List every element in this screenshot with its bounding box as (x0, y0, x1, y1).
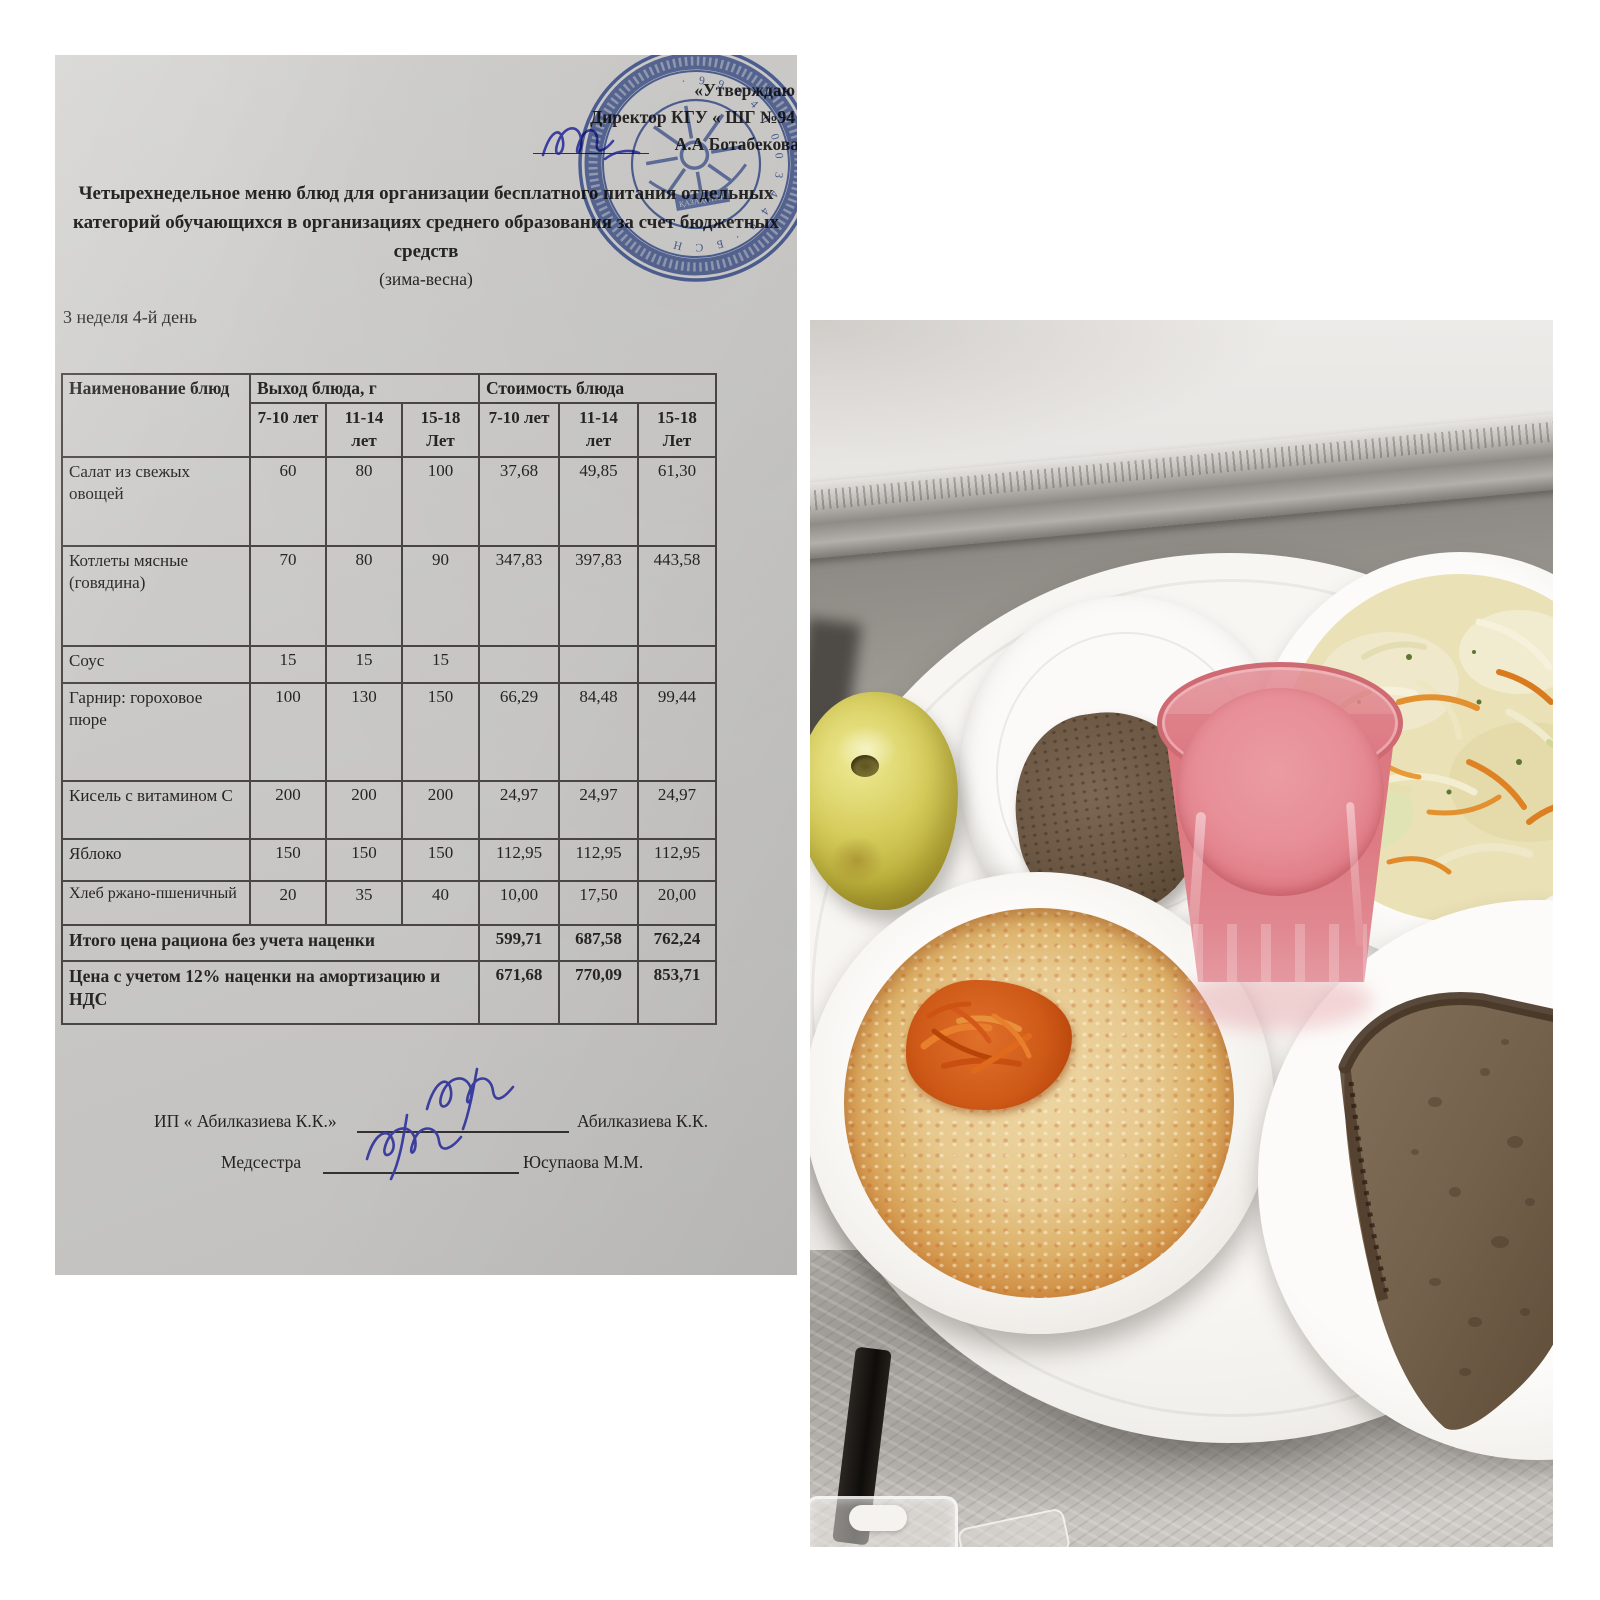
price-value: 112,95 (478, 837, 561, 882)
dish-name: Соус (61, 644, 251, 684)
weight-value: 200 (249, 779, 327, 840)
official-stamp: · 9 9 0 4 0 0 0 3 4 4 9 · Б С Н ҚАЗАҚСТА… (578, 55, 797, 282)
weight-value: 15 (249, 644, 327, 684)
markup-value: 853,71 (637, 959, 718, 1025)
kissel-surface (1176, 688, 1384, 896)
price-value: 10,00 (478, 879, 561, 926)
menu-table: Наименование блюд Выход блюда, г Стоимос… (60, 373, 718, 1025)
week-day-label: 3 неделя 4-й день (63, 307, 197, 327)
age-header: 11-14 лет (325, 402, 403, 458)
dish-name: Котлеты мясные (говядина) (61, 544, 251, 647)
weight-value: 150 (249, 837, 327, 882)
signer-name: Абилказиева К.К. (577, 1111, 709, 1131)
total-value: 687,58 (558, 923, 640, 962)
dish-name: Салат из свежых овощей (61, 455, 251, 547)
weight-value: 100 (249, 681, 327, 782)
price-value: 24,97 (637, 779, 718, 840)
weight-value: 130 (325, 681, 403, 782)
apple (810, 692, 958, 910)
price-value: 24,97 (478, 779, 561, 840)
price-value: 66,29 (478, 681, 561, 782)
weight-value: 80 (325, 544, 403, 647)
weight-value: 80 (325, 455, 403, 547)
age-header: 15-18 Лет (400, 402, 481, 458)
weight-value: 90 (400, 544, 481, 647)
price-value: 49,85 (558, 455, 640, 547)
price-value (558, 644, 640, 684)
price-value: 84,48 (558, 681, 640, 782)
kissel-glass (1157, 662, 1403, 984)
season-label: (зима-весна) (379, 269, 473, 289)
title-line-3: средств (393, 241, 459, 262)
weight-value: 15 (325, 644, 403, 684)
menu-document: «Утверждаю Директор КГУ « ШГ №94 А.А Бот… (55, 55, 797, 1275)
col-header-cost: Стоимость блюда (478, 373, 718, 404)
signature-line (323, 1152, 519, 1174)
weight-value: 150 (400, 681, 481, 782)
price-value: 397,83 (558, 544, 640, 647)
price-value: 17,50 (558, 879, 640, 926)
dish-name: Гарнир: гороховое пюре (61, 681, 251, 782)
weight-value: 200 (400, 779, 481, 840)
price-value: 112,95 (558, 837, 640, 882)
weight-value: 200 (325, 779, 403, 840)
pea-puree (844, 908, 1234, 1298)
price-value: 20,00 (637, 879, 718, 926)
plastic-dispenser (810, 1496, 958, 1547)
price-value: 347,83 (478, 544, 561, 647)
age-header: 15-18 Лет (637, 402, 718, 458)
price-value: 61,30 (637, 455, 718, 547)
price-value: 112,95 (637, 837, 718, 882)
weight-value: 60 (249, 455, 327, 547)
col-header-dish: Наименование блюд (61, 373, 251, 458)
signer-name: Юсупаова М.М. (523, 1152, 644, 1172)
carrot-strands (920, 1001, 1032, 1074)
glass-facets (1193, 924, 1367, 982)
dish-name: Хлеб ржано-пшеничный (61, 879, 251, 926)
handwritten-signature (425, 1067, 515, 1131)
price-value: 443,58 (637, 544, 718, 647)
price-value: 37,68 (478, 455, 561, 547)
price-value: 24,97 (558, 779, 640, 840)
meal-photo (810, 320, 1553, 1547)
weight-value: 35 (325, 879, 403, 926)
dish-name: Кисель с витамином С (61, 779, 251, 840)
total-value: 599,71 (478, 923, 561, 962)
weight-value: 70 (249, 544, 327, 647)
weight-value: 40 (400, 879, 481, 926)
markup-value: 671,68 (478, 959, 561, 1025)
price-value: 99,44 (637, 681, 718, 782)
weight-value: 20 (249, 879, 327, 926)
apple-stem (850, 755, 879, 778)
signer-role: ИП « Абилказиева К.К.» (154, 1111, 337, 1131)
rye-bread-slice (1338, 992, 1553, 1430)
age-header: 7-10 лет (478, 402, 561, 458)
weight-value: 15 (400, 644, 481, 684)
stamp-emblem (645, 105, 748, 212)
markup-value: 770,09 (558, 959, 640, 1025)
col-header-weight: Выход блюда, г (248, 373, 481, 404)
signer-role: Медсестра (221, 1152, 302, 1172)
price-value (637, 644, 718, 684)
markup-label: Цена с учетом 12% наценки на амортизацию… (60, 959, 481, 1025)
total-label: Итого цена рациона без учета наценки (60, 923, 481, 962)
weight-value: 100 (400, 455, 481, 547)
total-value: 762,24 (637, 923, 718, 962)
weight-value: 150 (400, 837, 481, 882)
handwritten-signature (365, 1113, 463, 1181)
dispenser-cap (849, 1505, 907, 1531)
age-header: 11-14 лет (558, 402, 640, 458)
dish-name: Яблоко (61, 837, 251, 882)
carrot-topping (906, 980, 1072, 1110)
age-header: 7-10 лет (249, 402, 327, 458)
signature-line (357, 1111, 569, 1133)
price-value (478, 644, 561, 684)
weight-value: 150 (325, 837, 403, 882)
